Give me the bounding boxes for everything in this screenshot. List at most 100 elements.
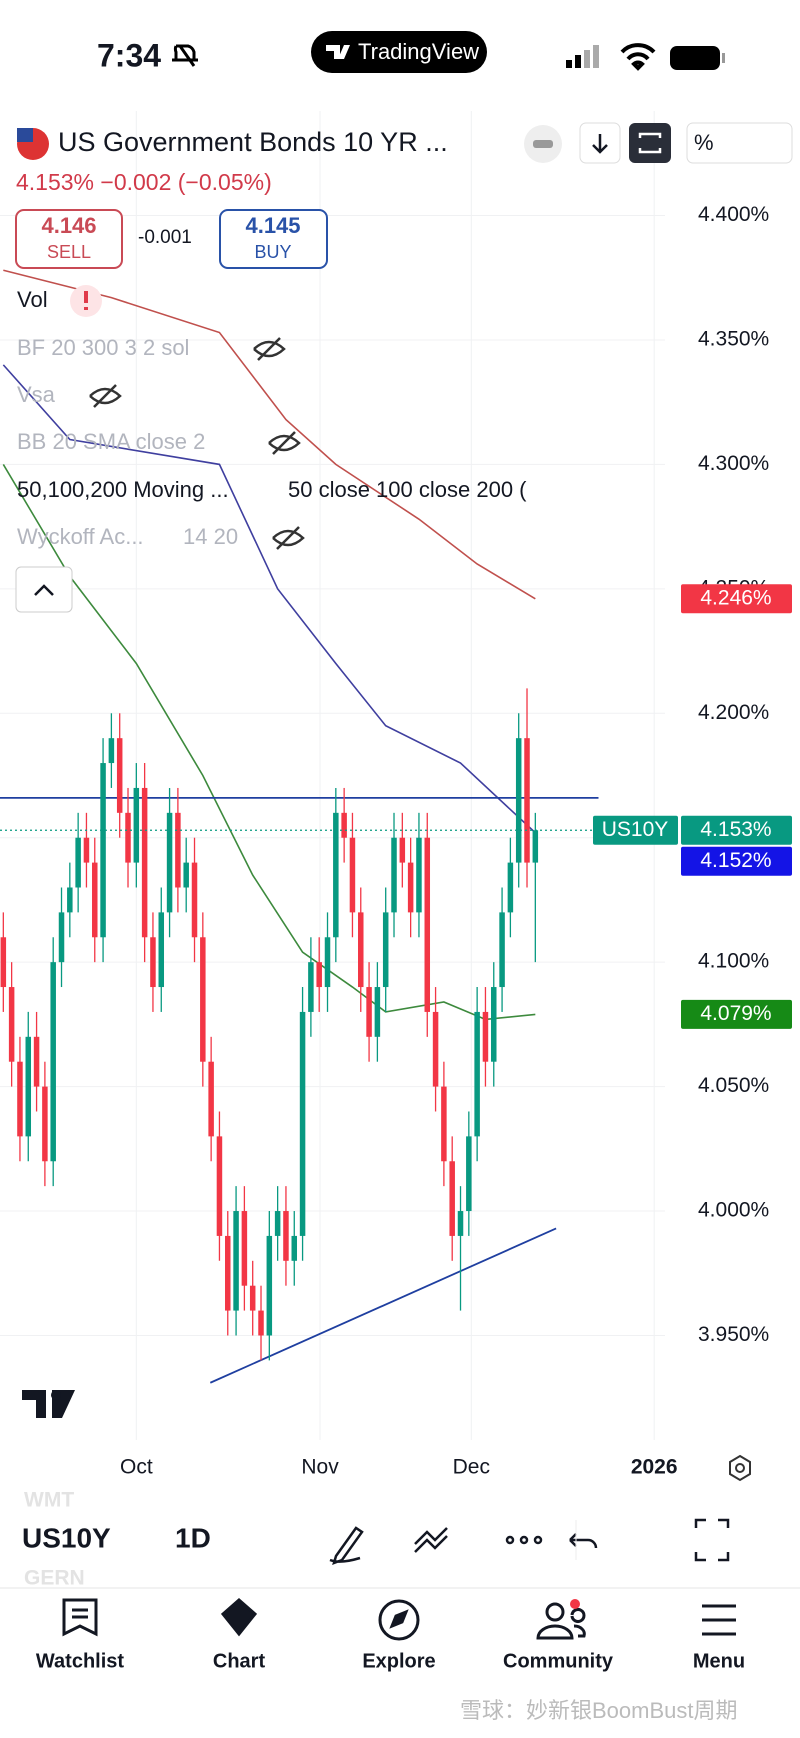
- app-name: TradingView: [358, 39, 479, 64]
- candle-body: [208, 1061, 214, 1137]
- sell-button[interactable]: [15, 209, 123, 269]
- y-tick-label: 4.300%: [698, 452, 769, 475]
- settings-icon[interactable]: [729, 1454, 751, 1482]
- prev-symbol[interactable]: WMT: [24, 1489, 74, 1512]
- mute-icon: [172, 44, 198, 67]
- candle-body: [191, 862, 198, 938]
- app-pill: [311, 31, 487, 73]
- layout-button[interactable]: [629, 123, 671, 163]
- moving-average: [2, 364, 536, 834]
- x-tick-label: 2026: [631, 1456, 678, 1479]
- price-label: 4.153%: [700, 818, 771, 841]
- y-tick-label: 4.200%: [698, 701, 769, 724]
- moving-average: [2, 463, 536, 1021]
- candle-body: [374, 987, 381, 1037]
- flag-canton: [17, 128, 33, 142]
- candle-body: [358, 912, 364, 988]
- nav-item[interactable]: Chart: [213, 1650, 266, 1672]
- price-label-box: [681, 584, 792, 614]
- buy-button[interactable]: [219, 209, 328, 269]
- candle-body: [407, 862, 414, 913]
- watermark: 雪球：妙新银BoomBust周期: [460, 1698, 738, 1723]
- nav-item[interactable]: Menu: [693, 1650, 745, 1672]
- sell-label: SELL: [47, 242, 91, 262]
- y-tick-label: 4.100%: [698, 950, 769, 973]
- candle-body: [166, 812, 173, 913]
- candle-body: [333, 812, 339, 938]
- candle-body: [83, 837, 90, 863]
- candle-body: [291, 1235, 298, 1261]
- chart: 3.950%4.000%4.050%4.100%4.150%4.200%4.25…: [0, 111, 792, 1479]
- collapse-button[interactable]: [15, 566, 73, 613]
- indicator[interactable]: Vol: [17, 287, 48, 312]
- candle-body: [524, 738, 530, 863]
- y-tick-label: 4.050%: [698, 1074, 769, 1097]
- price-label: 4.152%: [700, 849, 771, 872]
- indicator[interactable]: BB 20 SMA close 2: [17, 429, 205, 454]
- candle-body: [42, 1086, 48, 1162]
- nav-item[interactable]: Watchlist: [36, 1650, 124, 1672]
- candle-body: [532, 830, 539, 863]
- spread: -0.001: [138, 227, 192, 248]
- x-tick-label: Oct: [120, 1456, 153, 1479]
- quote: 4.153% −0.002 (−0.05%): [16, 169, 272, 195]
- candle-body: [391, 837, 397, 913]
- indicator[interactable]: BF 20 300 3 2 sol: [17, 335, 189, 360]
- candle-body: [158, 912, 165, 988]
- candle-body: [150, 937, 156, 988]
- candle-body: [183, 862, 189, 888]
- nav-item[interactable]: Explore: [362, 1650, 435, 1672]
- candle-body: [8, 987, 15, 1062]
- next-symbol[interactable]: GERN: [24, 1567, 85, 1590]
- indicator-params: 50 close 100 close 200 (: [288, 477, 527, 502]
- nav-item[interactable]: Community: [503, 1650, 614, 1672]
- signal-icon: [566, 45, 599, 68]
- interval[interactable]: 1D: [175, 1522, 211, 1553]
- candle-body: [432, 1011, 439, 1087]
- candle-body: [474, 1011, 480, 1137]
- candle-body: [457, 1211, 464, 1236]
- candle-body: [225, 1235, 231, 1311]
- indicator[interactable]: 50,100,200 Moving ...: [17, 477, 229, 502]
- candle-body: [266, 1235, 273, 1336]
- candle-body: [133, 787, 140, 863]
- symbol-title: US Government Bonds 10 YR ...: [58, 127, 448, 157]
- unit-button[interactable]: [686, 122, 793, 164]
- candle-body: [308, 962, 314, 1012]
- hidden-icons: [89, 337, 305, 550]
- candle-body: [316, 962, 322, 988]
- tv-mini-logo: [326, 45, 350, 59]
- candle-body: [399, 837, 406, 863]
- candle-body: [424, 837, 431, 1012]
- symbol[interactable]: US10Y: [22, 1522, 111, 1553]
- unit-label: %: [694, 130, 714, 155]
- y-tick-label: 4.350%: [698, 328, 769, 351]
- candle-body: [299, 1011, 306, 1236]
- indicator[interactable]: Vsa: [17, 382, 56, 407]
- candle-body: [258, 1310, 264, 1336]
- candle-body: [283, 1211, 289, 1261]
- y-tick-label: 4.400%: [698, 203, 769, 226]
- clock: 7:34: [97, 37, 161, 73]
- tv-logo: [22, 1390, 75, 1418]
- status-dash: [533, 140, 553, 148]
- price-label-box: [681, 815, 792, 845]
- candle-body: [141, 787, 148, 938]
- candle-body: [499, 912, 505, 988]
- candle-body: [366, 987, 372, 1037]
- candle-body: [75, 837, 81, 888]
- indicator[interactable]: Wyckoff Ac...: [17, 524, 144, 549]
- battery-tip: [722, 53, 725, 63]
- candle-body: [108, 738, 115, 764]
- candle-body: [175, 812, 181, 888]
- x-tick-label: Nov: [301, 1456, 339, 1479]
- candle-body: [491, 987, 497, 1062]
- indicator-params: 14 20: [183, 524, 238, 549]
- candle-body: [33, 1036, 40, 1087]
- sell-price: 4.146: [41, 213, 96, 238]
- candle-body: [515, 738, 522, 863]
- candle-body: [50, 962, 56, 1162]
- symbol-label-box: [593, 815, 678, 845]
